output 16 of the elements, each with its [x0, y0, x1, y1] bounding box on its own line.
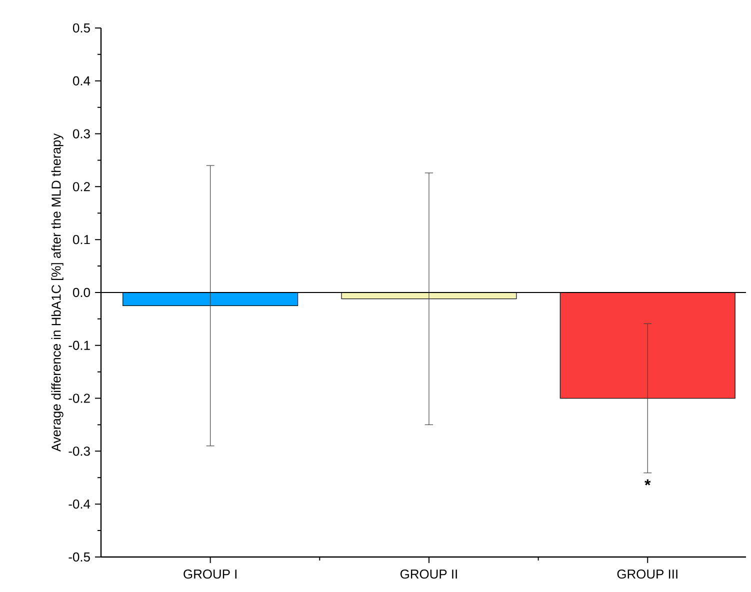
y-tick-label: -0.4 [68, 499, 90, 509]
y-tick-label: -0.2 [68, 394, 90, 403]
y-tick-label: 0.1 [72, 234, 90, 244]
x-tick-label: GROUP I [184, 570, 236, 579]
x-tick-label: GROUP III [617, 570, 678, 579]
y-tick-label: 0.4 [72, 76, 90, 86]
annotation: * [644, 479, 651, 486]
y-tick-label: 0.5 [72, 23, 90, 33]
y-tick-label: -0.1 [68, 340, 90, 350]
y-tick-label: 0.3 [72, 129, 90, 138]
y-axis-title: Average difference in HbA1C [%] after the MLD therapy [51, 133, 64, 452]
x-tick-label: GROUP II [400, 570, 457, 579]
y-tick-label: -0.3 [68, 446, 90, 456]
y-tick-label: 0.0 [72, 288, 90, 298]
y-tick-label: 0.2 [72, 182, 90, 192]
y-tick-label: -0.5 [68, 552, 90, 562]
